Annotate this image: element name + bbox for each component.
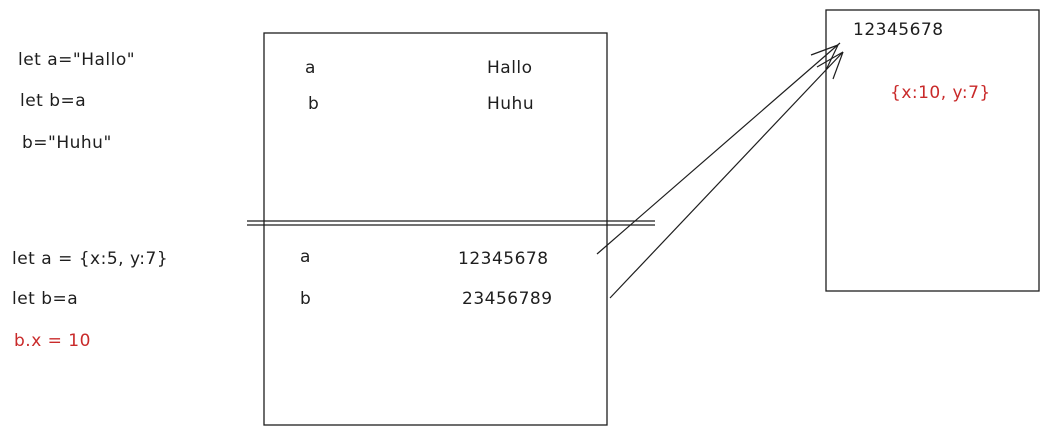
stack-ref-address-a: 12345678 bbox=[458, 249, 549, 269]
stack-var-value-b: Huhu bbox=[487, 94, 535, 114]
code-line-let-b-object: let b=a bbox=[12, 289, 79, 309]
code-line-b-reassign: b="Huhu" bbox=[22, 133, 112, 153]
stack-ref-address-b: 23456789 bbox=[462, 289, 553, 309]
reference-arrow-b bbox=[609, 51, 844, 299]
code-line-let-a-object: let a = {x:5, y:7} bbox=[12, 249, 169, 269]
stack-box bbox=[263, 32, 608, 426]
stack-ref-name-a: a bbox=[300, 247, 311, 267]
stack-ref-name-b: b bbox=[300, 289, 312, 309]
stack-var-name-b: b bbox=[308, 94, 320, 114]
heap-address: 12345678 bbox=[853, 20, 944, 40]
stack-var-name-a: a bbox=[305, 58, 316, 78]
heap-object-value: {x:10, y:7} bbox=[890, 83, 991, 103]
code-line-let-b-assign: let b=a bbox=[20, 91, 87, 111]
stack-var-value-a: Hallo bbox=[487, 58, 533, 78]
stack-divider bbox=[247, 220, 655, 226]
code-line-let-a-string: let a="Hallo" bbox=[18, 50, 136, 70]
code-line-b-x-mutation: b.x = 10 bbox=[14, 331, 91, 351]
reference-arrow-a bbox=[596, 42, 841, 255]
heap-box bbox=[825, 9, 1040, 292]
